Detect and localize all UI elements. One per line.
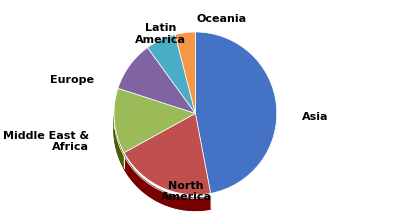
Polygon shape — [114, 117, 124, 168]
Text: Europe: Europe — [50, 75, 94, 85]
Wedge shape — [175, 32, 195, 113]
Polygon shape — [114, 120, 211, 210]
Wedge shape — [118, 48, 195, 113]
Wedge shape — [124, 113, 211, 195]
Wedge shape — [148, 35, 195, 113]
Text: North
America: North America — [161, 181, 212, 202]
Text: Asia: Asia — [302, 113, 328, 123]
Wedge shape — [114, 88, 195, 153]
Text: Latin
America: Latin America — [135, 24, 186, 45]
Text: Middle East &
Africa: Middle East & Africa — [3, 131, 89, 152]
Polygon shape — [124, 156, 211, 210]
Text: Oceania: Oceania — [196, 14, 246, 24]
Wedge shape — [195, 32, 277, 193]
